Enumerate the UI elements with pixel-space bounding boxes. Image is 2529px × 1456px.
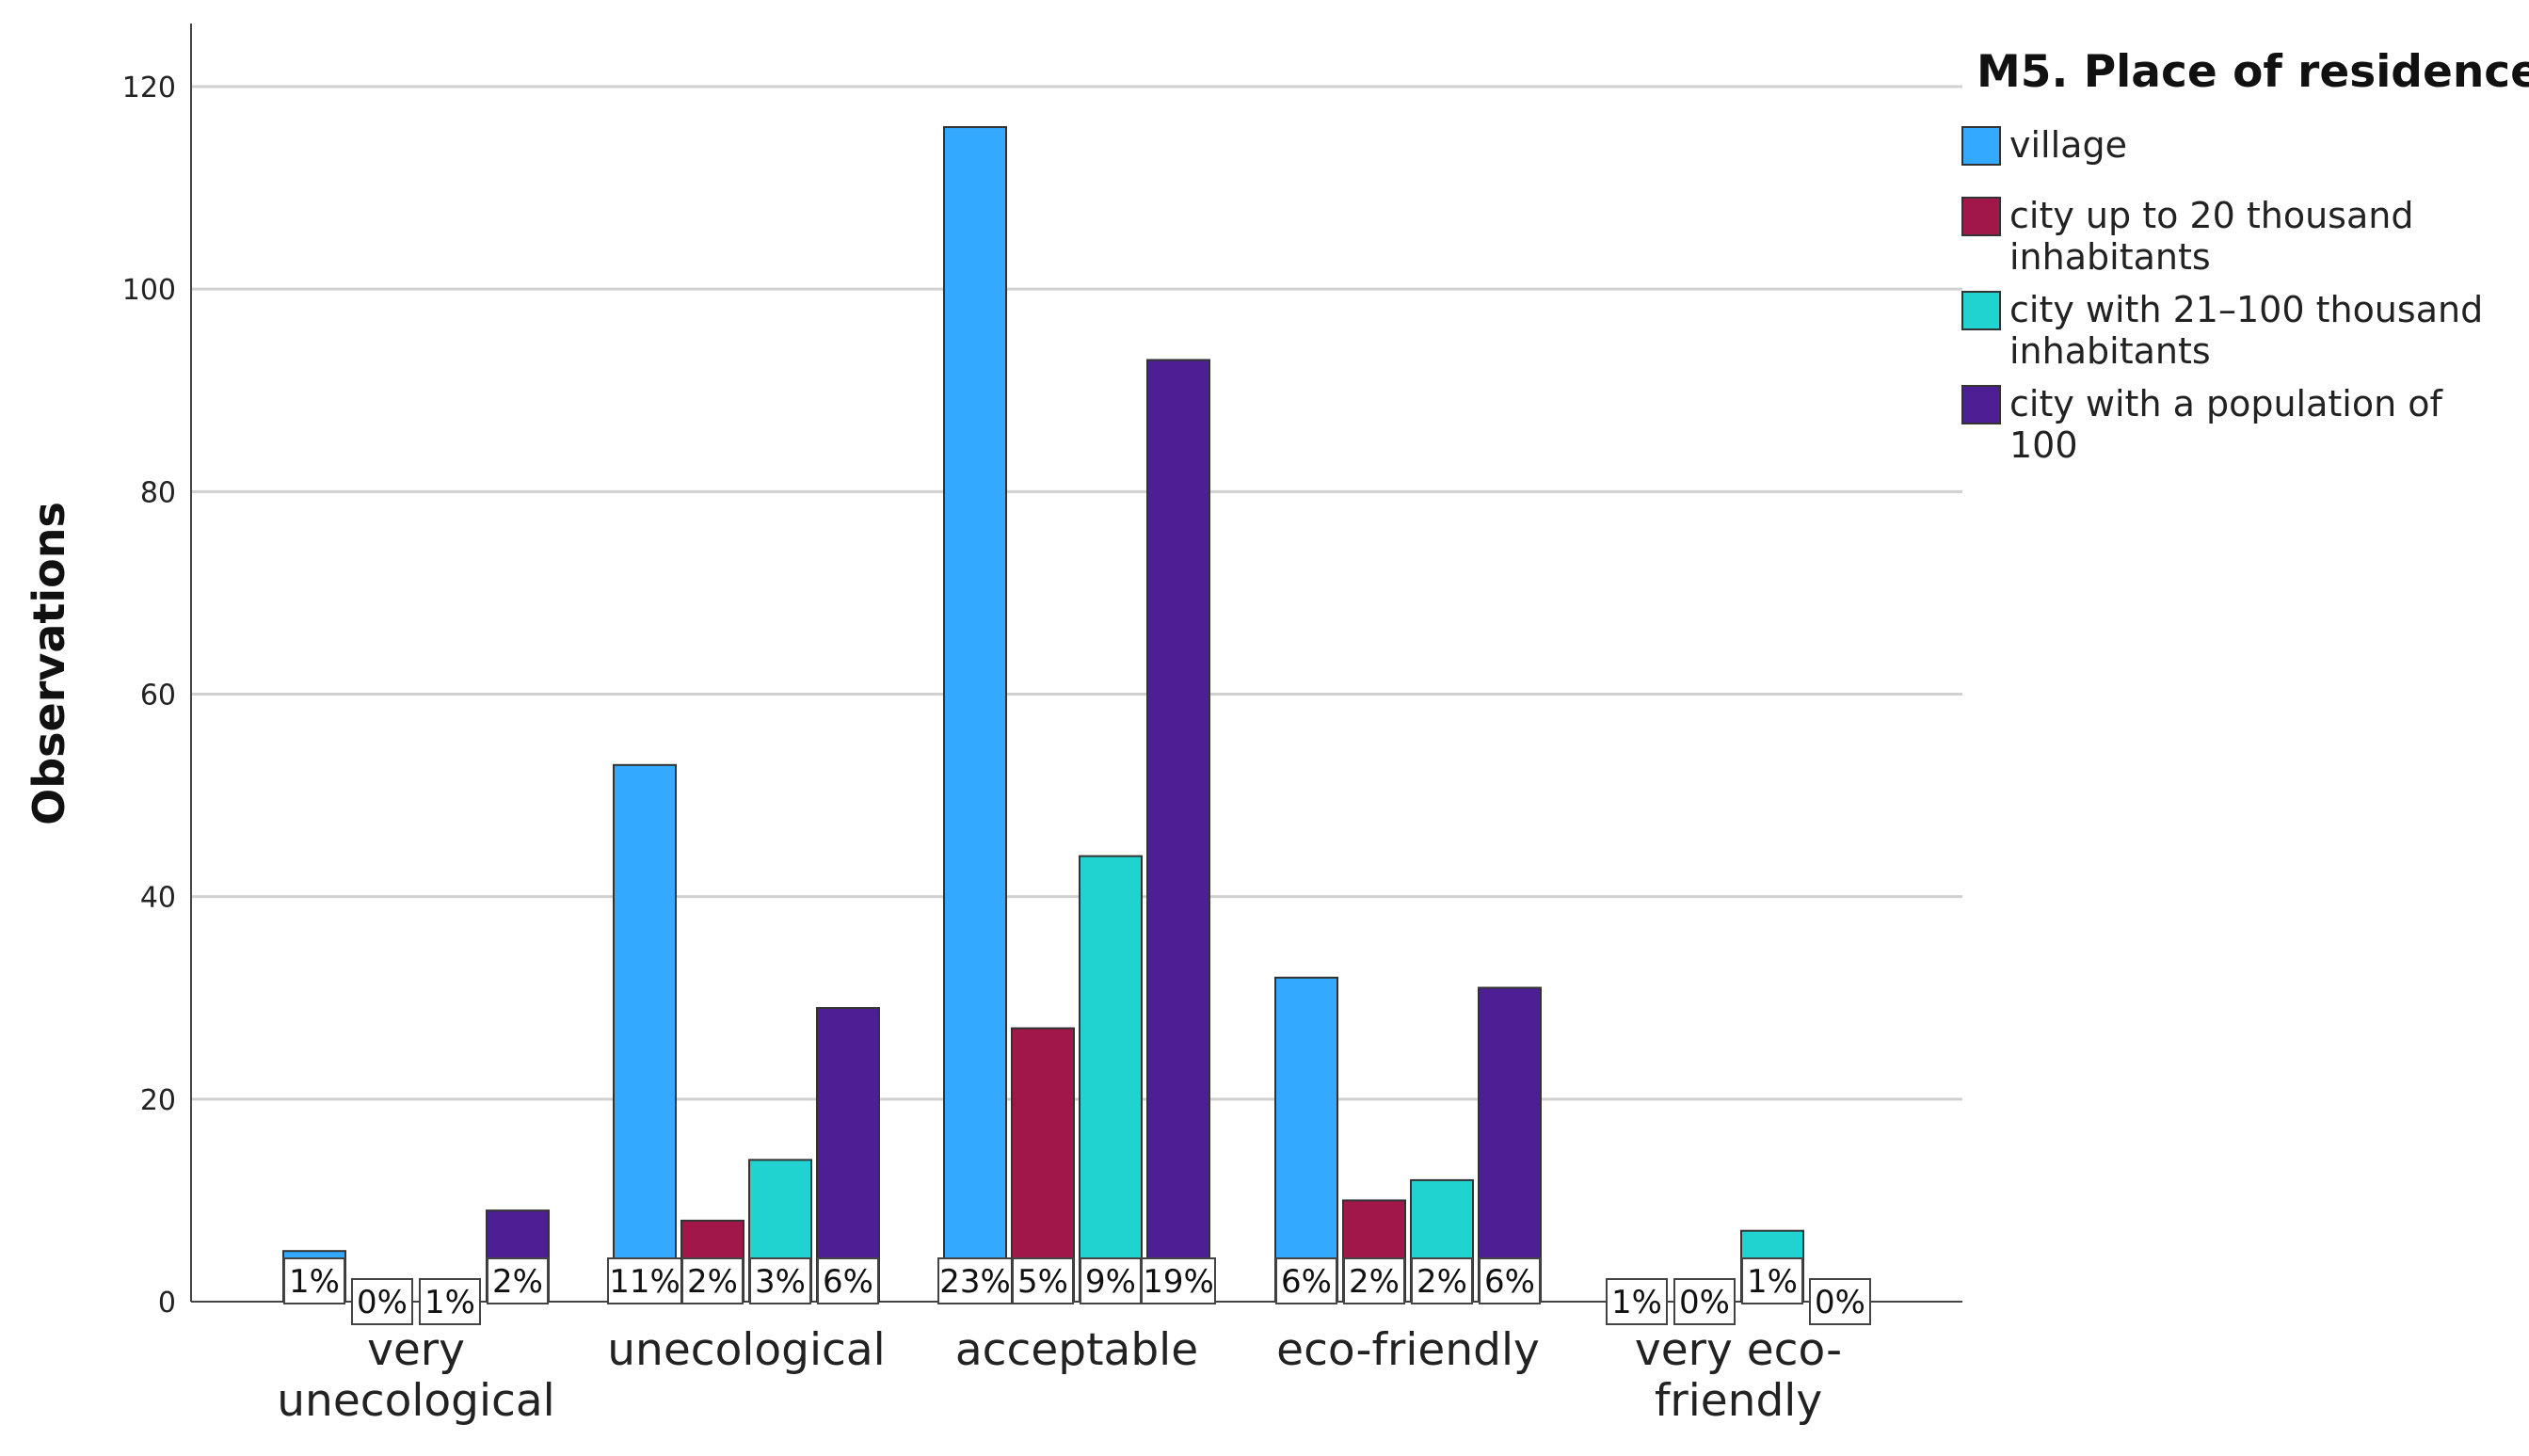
bar xyxy=(816,1007,880,1303)
legend-label: city with a population of 100 xyxy=(2009,383,2444,466)
data-label-box xyxy=(1012,1257,1074,1304)
bar xyxy=(1274,976,1338,1303)
legend-label: village xyxy=(2009,124,2127,166)
data-label: 6% xyxy=(1484,1263,1535,1301)
legend-label-line: 100 xyxy=(2009,424,2078,466)
legend-label-line: city up to 20 thousand xyxy=(2009,195,2413,236)
data-label-box xyxy=(487,1257,549,1304)
x-tick-label-line: unecological xyxy=(277,1375,555,1427)
y-tick-label: 60 xyxy=(140,680,176,712)
data-label: 1% xyxy=(1747,1263,1798,1301)
legend-label-line: village xyxy=(2009,124,2127,166)
data-label-box xyxy=(1275,1257,1337,1304)
data-label-box xyxy=(749,1257,811,1304)
x-tick-label-line: acceptable xyxy=(955,1324,1198,1376)
data-label-box xyxy=(1141,1257,1216,1304)
data-label: 9% xyxy=(1085,1263,1136,1301)
x-tick-label: eco-friendly xyxy=(1276,1324,1540,1376)
data-label-box xyxy=(351,1278,413,1325)
y-tick-label: 40 xyxy=(140,882,176,915)
bar xyxy=(1146,359,1210,1304)
bar xyxy=(943,126,1007,1304)
x-tick-label-line: eco-friendly xyxy=(1276,1324,1540,1376)
data-label: 2% xyxy=(1417,1263,1467,1301)
legend-swatch xyxy=(1961,197,2001,236)
legend-label-line: inhabitants xyxy=(2009,236,2211,278)
x-tick-label-line: very eco- xyxy=(1635,1324,1842,1376)
bar xyxy=(1478,986,1542,1304)
data-label: 1% xyxy=(424,1284,475,1321)
data-label-box xyxy=(1606,1278,1668,1325)
data-label: 5% xyxy=(1017,1263,1068,1301)
data-label: 2% xyxy=(1349,1263,1400,1301)
x-tick-label-line: friendly xyxy=(1655,1375,1822,1427)
data-label: 0% xyxy=(357,1284,408,1321)
legend-swatch xyxy=(1961,126,2001,166)
y-tick-label: 100 xyxy=(122,274,176,307)
data-label-box xyxy=(1411,1257,1473,1304)
data-label-box xyxy=(1080,1257,1142,1304)
legend-label-line: city with 21–100 thousand xyxy=(2009,289,2483,330)
y-tick-label: 120 xyxy=(122,72,176,104)
data-label: 19% xyxy=(1143,1263,1214,1301)
data-label: 23% xyxy=(939,1263,1011,1301)
data-label-box xyxy=(283,1257,345,1304)
data-label-box xyxy=(1741,1257,1803,1304)
y-axis-title: Observations xyxy=(24,502,74,825)
legend-label-line: city with a population of xyxy=(2009,383,2444,424)
bar xyxy=(1011,1027,1075,1304)
legend-swatch xyxy=(1961,291,2001,330)
y-tick-label: 0 xyxy=(158,1287,176,1320)
bar xyxy=(1079,855,1143,1304)
bar xyxy=(613,763,677,1303)
data-label: 0% xyxy=(1815,1284,1865,1321)
data-label-box xyxy=(1479,1257,1541,1304)
y-tick-label: 80 xyxy=(140,476,176,509)
data-label: 2% xyxy=(687,1263,738,1301)
y-tick-label: 20 xyxy=(140,1084,176,1117)
data-label: 6% xyxy=(1281,1263,1332,1301)
data-label: 0% xyxy=(1679,1284,1730,1321)
data-label: 11% xyxy=(609,1263,680,1301)
x-tick-label: very unecological xyxy=(277,1324,555,1427)
x-tick-label: very eco-friendly xyxy=(1635,1324,1842,1427)
legend-label: city with 21–100 thousand inhabitants xyxy=(2009,289,2483,372)
data-label-box xyxy=(1809,1278,1871,1325)
data-label-box xyxy=(817,1257,879,1304)
legend-swatch xyxy=(1961,385,2001,424)
x-tick-label: acceptable xyxy=(955,1324,1198,1376)
data-label: 2% xyxy=(492,1263,543,1301)
data-label: 1% xyxy=(289,1263,340,1301)
data-label: 6% xyxy=(823,1263,873,1301)
legend-title: M5. Place of residence xyxy=(1977,46,2529,98)
data-label-box xyxy=(1343,1257,1405,1304)
data-label-box xyxy=(681,1257,744,1304)
x-tick-label-line: very xyxy=(367,1324,465,1376)
x-tick-label: unecological xyxy=(607,1324,886,1376)
legend-label: city up to 20 thousand inhabitants xyxy=(2009,195,2413,278)
data-label: 3% xyxy=(755,1263,806,1301)
data-label-box xyxy=(419,1278,481,1325)
data-label-box xyxy=(1673,1278,1736,1325)
legend-label-line: inhabitants xyxy=(2009,330,2211,372)
x-tick-label-line: unecological xyxy=(607,1324,886,1376)
data-label: 1% xyxy=(1611,1284,1662,1321)
